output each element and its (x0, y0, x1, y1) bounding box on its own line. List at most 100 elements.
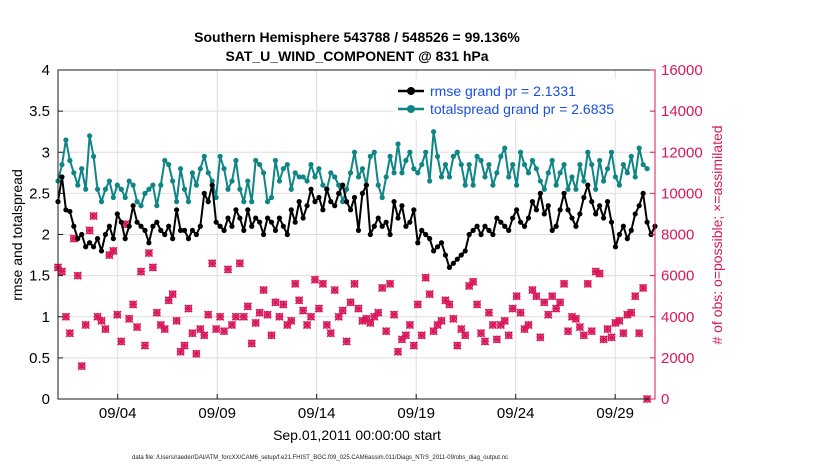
totalspread-point (328, 170, 334, 176)
rmse-point (482, 223, 488, 229)
y-right-tick-label: 6000 (661, 268, 694, 285)
y-left-tick-label: 0 (42, 391, 50, 408)
obs-assimilated-marker (204, 310, 213, 319)
rmse-point (521, 223, 528, 229)
obs-assimilated-marker (619, 329, 628, 338)
totalspread-point (494, 170, 500, 176)
obs-assimilated-marker (488, 320, 498, 330)
rmse-point (237, 215, 243, 221)
obs-assimilated-marker (354, 304, 363, 313)
rmse-point (486, 227, 492, 233)
totalspread-point (517, 149, 524, 155)
rmse-point (565, 207, 571, 213)
rmse-point (102, 231, 109, 238)
totalspread-point (272, 157, 279, 164)
y-right-tick-label: 8000 (661, 227, 694, 244)
obs-assimilated-marker (140, 341, 150, 350)
obs-assimilated-marker (635, 329, 644, 338)
totalspread-point (98, 199, 105, 205)
obs-assimilated-marker (579, 331, 589, 340)
rmse-point (462, 248, 468, 254)
totalspread-point (276, 178, 283, 184)
rmse-point (130, 203, 136, 209)
totalspread-point (355, 174, 362, 180)
obs-assimilated-marker (603, 324, 612, 334)
obs-assimilated-marker (219, 326, 229, 336)
obs-assimilated-marker (425, 289, 434, 299)
totalspread-point (589, 161, 595, 168)
rmse-point (264, 215, 271, 221)
obs-assimilated-marker (215, 312, 225, 321)
rmse-point (446, 264, 453, 270)
rmse-point (316, 194, 322, 201)
rmse-point (257, 219, 263, 225)
rmse-point (553, 223, 559, 229)
obs-assimilated-marker (259, 285, 268, 295)
x-tick-label: 09/09 (198, 405, 236, 422)
rmse-point (383, 219, 389, 225)
totalspread-point (478, 157, 484, 164)
totalspread-point (395, 141, 401, 147)
totalspread-point (423, 149, 429, 155)
obs-assimilated-marker (409, 341, 418, 350)
obs-assimilated-marker (524, 320, 533, 330)
obs-assimilated-marker (599, 335, 608, 344)
totalspread-point (79, 166, 85, 172)
totalspread-point (581, 178, 587, 184)
obs-assimilated-marker (211, 324, 221, 334)
totalspread-point (260, 170, 267, 176)
obs-assimilated-marker (559, 279, 569, 289)
totalspread-point (142, 190, 148, 196)
obs-assimilated-marker (378, 283, 387, 293)
totalspread-point (189, 170, 196, 176)
totalspread-point (419, 161, 425, 168)
totalspread-point (486, 161, 492, 168)
totalspread-point (308, 161, 314, 168)
totalspread-point (573, 186, 579, 192)
totalspread-point (640, 161, 646, 168)
obs-assimilated-marker (184, 304, 193, 313)
totalspread-point (403, 157, 409, 164)
totalspread-point (181, 186, 188, 192)
rmse-point (197, 223, 203, 229)
totalspread-point (375, 182, 381, 188)
rmse-point (632, 211, 638, 217)
totalspread-point (632, 174, 638, 180)
chart-title-line1: Southern Hemisphere 543788 / 548526 = 99… (194, 29, 520, 45)
rmse-point (636, 203, 642, 209)
totalspread-point (379, 194, 385, 201)
y-axis-label-left: rmse and totalspread (9, 169, 25, 301)
totalspread-point (351, 149, 358, 155)
rmse-point (225, 215, 231, 221)
totalspread-point (450, 153, 456, 159)
rmse-point (490, 231, 496, 238)
rmse-point (71, 223, 77, 229)
rmse-point (201, 190, 207, 196)
rmse-point (423, 231, 429, 238)
obs-assimilated-marker (528, 285, 537, 295)
rmse-point (324, 186, 330, 192)
rmse-point (545, 203, 551, 209)
obs-assimilated-marker (231, 312, 241, 321)
rmse-point (177, 227, 184, 233)
obs-assimilated-marker (200, 331, 209, 340)
y-right-tick-label: 16000 (661, 62, 703, 79)
rmse-point (514, 207, 520, 213)
totalspread-point (67, 157, 73, 164)
obs-assimilated-marker (176, 347, 185, 356)
rmse-point (142, 227, 148, 233)
rmse-point (288, 207, 294, 213)
axes: 0 0.5 1 1.5 2 2.5 3 3.5 4 0 2000 4000 6000 8000 10000 1… (29, 62, 703, 422)
rmse-point (474, 223, 480, 229)
rmse-point (75, 236, 81, 242)
totalspread-point (569, 174, 575, 180)
x-axis-label: Sep.01,2011 00:00:00 start (273, 427, 441, 443)
obs-assimilated-marker (101, 324, 110, 334)
obs-assimilated-marker (342, 337, 351, 346)
y-right-tick-label: 2000 (661, 350, 694, 367)
rmse-point (624, 236, 630, 242)
obs-assimilated-marker (310, 275, 320, 284)
totalspread-point (593, 186, 599, 192)
rmse-point (114, 211, 120, 217)
obs-assimilated-marker (326, 329, 335, 338)
